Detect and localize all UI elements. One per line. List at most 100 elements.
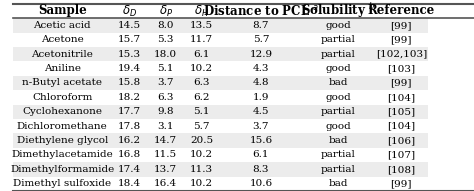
Text: 11.3: 11.3 bbox=[190, 165, 213, 174]
Text: [99]: [99] bbox=[391, 35, 412, 44]
Text: Reference: Reference bbox=[368, 5, 435, 18]
FancyBboxPatch shape bbox=[112, 76, 148, 90]
Text: n-Butyl acetate: n-Butyl acetate bbox=[22, 79, 102, 87]
Text: Distance to PCL $^a$: Distance to PCL $^a$ bbox=[203, 4, 319, 18]
FancyBboxPatch shape bbox=[148, 162, 184, 177]
FancyBboxPatch shape bbox=[302, 148, 375, 162]
Text: 9.8: 9.8 bbox=[157, 107, 174, 116]
Text: Sample: Sample bbox=[38, 5, 87, 18]
FancyBboxPatch shape bbox=[148, 47, 184, 61]
FancyBboxPatch shape bbox=[184, 162, 220, 177]
FancyBboxPatch shape bbox=[220, 47, 302, 61]
FancyBboxPatch shape bbox=[13, 177, 112, 191]
FancyBboxPatch shape bbox=[375, 76, 428, 90]
FancyBboxPatch shape bbox=[148, 148, 184, 162]
FancyBboxPatch shape bbox=[375, 61, 428, 76]
Text: 10.2: 10.2 bbox=[190, 64, 213, 73]
FancyBboxPatch shape bbox=[302, 119, 375, 133]
FancyBboxPatch shape bbox=[112, 18, 148, 33]
Text: 18.4: 18.4 bbox=[118, 179, 141, 188]
Text: 20.5: 20.5 bbox=[190, 136, 213, 145]
Text: 15.6: 15.6 bbox=[249, 136, 273, 145]
Text: 3.7: 3.7 bbox=[157, 79, 174, 87]
FancyBboxPatch shape bbox=[302, 162, 375, 177]
Text: Dimethyl sulfoxide: Dimethyl sulfoxide bbox=[13, 179, 111, 188]
FancyBboxPatch shape bbox=[220, 119, 302, 133]
FancyBboxPatch shape bbox=[302, 177, 375, 191]
Text: [99]: [99] bbox=[391, 79, 412, 87]
Text: partial: partial bbox=[321, 165, 356, 174]
FancyBboxPatch shape bbox=[184, 18, 220, 33]
FancyBboxPatch shape bbox=[112, 119, 148, 133]
FancyBboxPatch shape bbox=[184, 47, 220, 61]
Text: 3.1: 3.1 bbox=[157, 122, 174, 131]
Text: 12.9: 12.9 bbox=[249, 50, 273, 59]
FancyBboxPatch shape bbox=[148, 90, 184, 105]
Text: Acetonitrile: Acetonitrile bbox=[31, 50, 93, 59]
FancyBboxPatch shape bbox=[148, 33, 184, 47]
FancyBboxPatch shape bbox=[220, 33, 302, 47]
Text: 16.8: 16.8 bbox=[118, 151, 141, 159]
Text: 17.7: 17.7 bbox=[118, 107, 141, 116]
Text: Solubility $^b$: Solubility $^b$ bbox=[301, 2, 375, 20]
Text: [105]: [105] bbox=[387, 107, 415, 116]
FancyBboxPatch shape bbox=[13, 148, 112, 162]
FancyBboxPatch shape bbox=[375, 33, 428, 47]
FancyBboxPatch shape bbox=[13, 90, 112, 105]
Text: 11.5: 11.5 bbox=[154, 151, 177, 159]
Text: Diethylene glycol: Diethylene glycol bbox=[17, 136, 108, 145]
Text: 11.7: 11.7 bbox=[190, 35, 213, 44]
FancyBboxPatch shape bbox=[375, 90, 428, 105]
FancyBboxPatch shape bbox=[375, 105, 428, 119]
Text: [104]: [104] bbox=[387, 93, 415, 102]
Text: 13.7: 13.7 bbox=[154, 165, 177, 174]
Text: 13.5: 13.5 bbox=[190, 21, 213, 30]
FancyBboxPatch shape bbox=[375, 4, 428, 18]
FancyBboxPatch shape bbox=[148, 177, 184, 191]
Text: 4.5: 4.5 bbox=[253, 107, 269, 116]
Text: 5.7: 5.7 bbox=[253, 35, 269, 44]
FancyBboxPatch shape bbox=[220, 177, 302, 191]
Text: good: good bbox=[326, 21, 351, 30]
FancyBboxPatch shape bbox=[112, 148, 148, 162]
FancyBboxPatch shape bbox=[375, 119, 428, 133]
FancyBboxPatch shape bbox=[112, 61, 148, 76]
Text: [99]: [99] bbox=[391, 21, 412, 30]
Text: $\delta_P$: $\delta_P$ bbox=[159, 3, 173, 19]
FancyBboxPatch shape bbox=[13, 33, 112, 47]
FancyBboxPatch shape bbox=[184, 76, 220, 90]
Text: [99]: [99] bbox=[391, 179, 412, 188]
Text: bad: bad bbox=[328, 136, 348, 145]
Text: Dimethylacetamide: Dimethylacetamide bbox=[11, 151, 113, 159]
FancyBboxPatch shape bbox=[13, 162, 112, 177]
FancyBboxPatch shape bbox=[184, 105, 220, 119]
Text: Aniline: Aniline bbox=[44, 64, 81, 73]
Text: 6.1: 6.1 bbox=[193, 50, 210, 59]
FancyBboxPatch shape bbox=[184, 119, 220, 133]
FancyBboxPatch shape bbox=[13, 18, 112, 33]
Text: [104]: [104] bbox=[387, 122, 415, 131]
FancyBboxPatch shape bbox=[220, 148, 302, 162]
Text: 15.3: 15.3 bbox=[118, 50, 141, 59]
FancyBboxPatch shape bbox=[220, 18, 302, 33]
Text: 1.9: 1.9 bbox=[253, 93, 269, 102]
Text: bad: bad bbox=[328, 79, 348, 87]
Text: 17.8: 17.8 bbox=[118, 122, 141, 131]
Text: 10.2: 10.2 bbox=[190, 179, 213, 188]
FancyBboxPatch shape bbox=[220, 61, 302, 76]
Text: 3.7: 3.7 bbox=[253, 122, 269, 131]
Text: Chloroform: Chloroform bbox=[32, 93, 92, 102]
FancyBboxPatch shape bbox=[184, 33, 220, 47]
FancyBboxPatch shape bbox=[184, 148, 220, 162]
Text: [107]: [107] bbox=[387, 151, 415, 159]
FancyBboxPatch shape bbox=[112, 4, 148, 18]
FancyBboxPatch shape bbox=[375, 47, 428, 61]
FancyBboxPatch shape bbox=[184, 90, 220, 105]
Text: 5.1: 5.1 bbox=[193, 107, 210, 116]
Text: bad: bad bbox=[328, 179, 348, 188]
Text: 19.4: 19.4 bbox=[118, 64, 141, 73]
FancyBboxPatch shape bbox=[148, 119, 184, 133]
Text: 6.3: 6.3 bbox=[157, 93, 174, 102]
Text: good: good bbox=[326, 93, 351, 102]
FancyBboxPatch shape bbox=[148, 61, 184, 76]
